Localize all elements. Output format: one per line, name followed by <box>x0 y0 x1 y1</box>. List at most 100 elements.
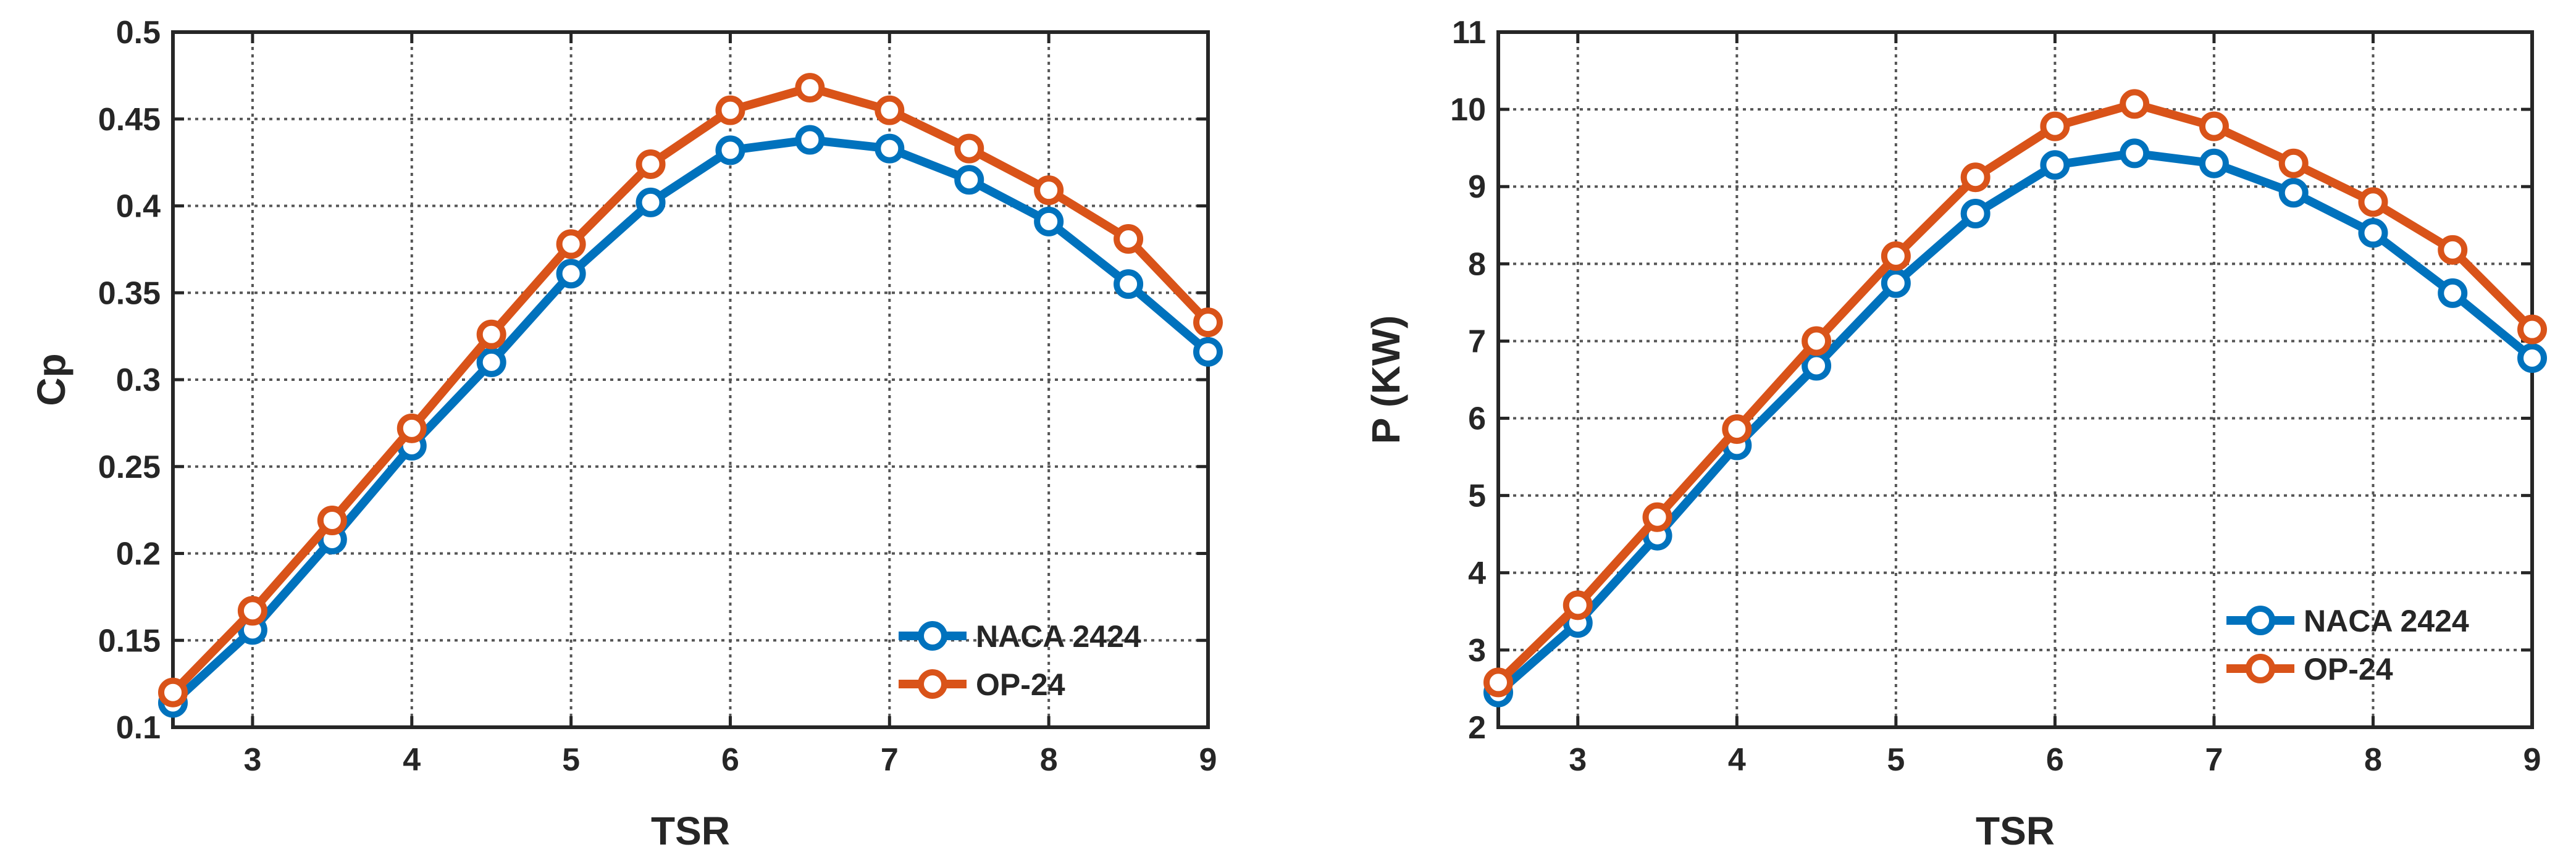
data-point <box>1193 336 1223 367</box>
y-tick-label: 5 <box>1468 478 1486 514</box>
data-point <box>396 413 427 443</box>
y-tick-label: 6 <box>1468 401 1486 437</box>
data-point <box>1563 590 1593 620</box>
y-tick-label: 0.5 <box>116 15 161 51</box>
legend: NACA 2424 OP-24 <box>899 619 1141 702</box>
y-tick-label: 7 <box>1468 323 1486 359</box>
legend-label: NACA 2424 <box>976 619 1141 654</box>
series-op-24 <box>1483 89 2547 698</box>
data-point <box>715 95 745 125</box>
data-point <box>556 259 586 289</box>
data-point <box>2358 187 2388 217</box>
data-point <box>1881 241 1911 271</box>
y-tick-label: 10 <box>1450 92 1486 128</box>
data-point <box>1802 326 1832 356</box>
x-tick-label: 4 <box>1728 742 1746 778</box>
legend-marker <box>2246 606 2275 635</box>
data-point <box>476 347 506 377</box>
data-point <box>1960 162 1991 193</box>
data-point <box>2278 178 2309 208</box>
chart-2: 3 4 5 6 7 8 9 2 3 4 5 6 7 8 9 10 11 TSR P (KW) NACA 2424 OP-… <box>1364 15 2547 853</box>
data-point <box>556 229 586 259</box>
x-tick-label: 7 <box>881 742 899 778</box>
y-tick-label: 0.35 <box>98 275 161 311</box>
x-tick-label: 9 <box>2524 742 2541 778</box>
y-tick-label: 11 <box>1452 15 1486 51</box>
data-point <box>1642 502 1672 532</box>
data-point <box>875 95 905 125</box>
x-tick-label: 8 <box>2364 742 2382 778</box>
x-tick-label: 3 <box>1569 742 1587 778</box>
data-point <box>2199 148 2229 178</box>
data-point <box>1483 667 1513 698</box>
series-op-24 <box>158 73 1223 707</box>
data-point <box>2358 218 2388 248</box>
data-point <box>317 506 347 536</box>
data-point <box>1881 268 1911 298</box>
data-point <box>2438 235 2468 265</box>
y-tick-label: 8 <box>1468 246 1486 282</box>
data-point <box>2199 111 2229 141</box>
x-tick-label: 8 <box>1040 742 1058 778</box>
x-tick-label: 6 <box>2046 742 2064 778</box>
data-point <box>476 319 506 349</box>
legend: NACA 2424 OP-24 <box>2226 604 2469 686</box>
data-point <box>954 165 984 195</box>
x-tick-label: 7 <box>2205 742 2223 778</box>
y-tick-label: 0.45 <box>98 102 161 138</box>
series-line <box>169 83 1212 696</box>
x-tick-label: 5 <box>1887 742 1905 778</box>
data-point <box>158 677 188 707</box>
x-tick-label: 3 <box>243 742 261 778</box>
data-point <box>715 135 745 165</box>
data-point <box>2438 278 2468 308</box>
data-point <box>2517 314 2547 344</box>
y-tick-label: 0.25 <box>98 449 161 485</box>
x-tick-label: 9 <box>1199 742 1217 778</box>
data-point <box>875 133 905 164</box>
y-tick-label: 3 <box>1468 633 1486 669</box>
legend-label: OP-24 <box>2304 652 2393 686</box>
data-point <box>1114 269 1144 299</box>
y-axis-title: P (KW) <box>1364 315 1408 444</box>
data-point <box>2040 111 2070 141</box>
data-point <box>1960 199 1991 229</box>
data-point <box>1722 414 1752 444</box>
data-point <box>636 149 666 179</box>
legend-marker <box>2246 654 2275 683</box>
y-tick-label: 4 <box>1468 556 1486 591</box>
data-point <box>1034 206 1064 236</box>
data-point <box>1114 223 1144 254</box>
y-tick-label: 0.1 <box>116 710 161 746</box>
chart-1: 3 4 5 6 7 8 9 0.1 0.15 0.2 0.25 0.3 0.35 0.4 0.45 0.5 TS… <box>29 15 1223 853</box>
legend-marker <box>918 621 947 651</box>
data-point <box>2120 89 2150 119</box>
data-point <box>2278 148 2309 178</box>
data-point <box>2040 150 2070 180</box>
data-point <box>954 133 984 164</box>
y-tick-label: 0.3 <box>116 362 161 398</box>
legend-label: OP-24 <box>976 667 1065 702</box>
data-point <box>636 187 666 217</box>
y-tick-label: 2 <box>1468 710 1486 746</box>
data-point <box>237 596 267 626</box>
data-point <box>1193 307 1223 338</box>
data-point <box>2517 343 2547 373</box>
y-tick-label: 0.4 <box>116 189 161 225</box>
plot-frame <box>1496 30 2534 729</box>
y-tick-label: 0.2 <box>116 536 161 572</box>
y-tick-label: 0.15 <box>98 623 161 659</box>
x-tick-label: 4 <box>403 742 421 778</box>
legend-label: NACA 2424 <box>2304 604 2469 638</box>
y-tick-label: 9 <box>1468 169 1486 205</box>
data-point <box>795 73 825 103</box>
data-point <box>795 125 825 155</box>
x-axis-title: TSR <box>651 809 730 853</box>
x-axis-title: TSR <box>1976 809 2055 853</box>
data-point <box>1034 175 1064 206</box>
data-point <box>2120 138 2150 169</box>
data-point <box>1802 351 1832 381</box>
x-tick-label: 6 <box>721 742 739 778</box>
legend-marker <box>918 669 947 699</box>
